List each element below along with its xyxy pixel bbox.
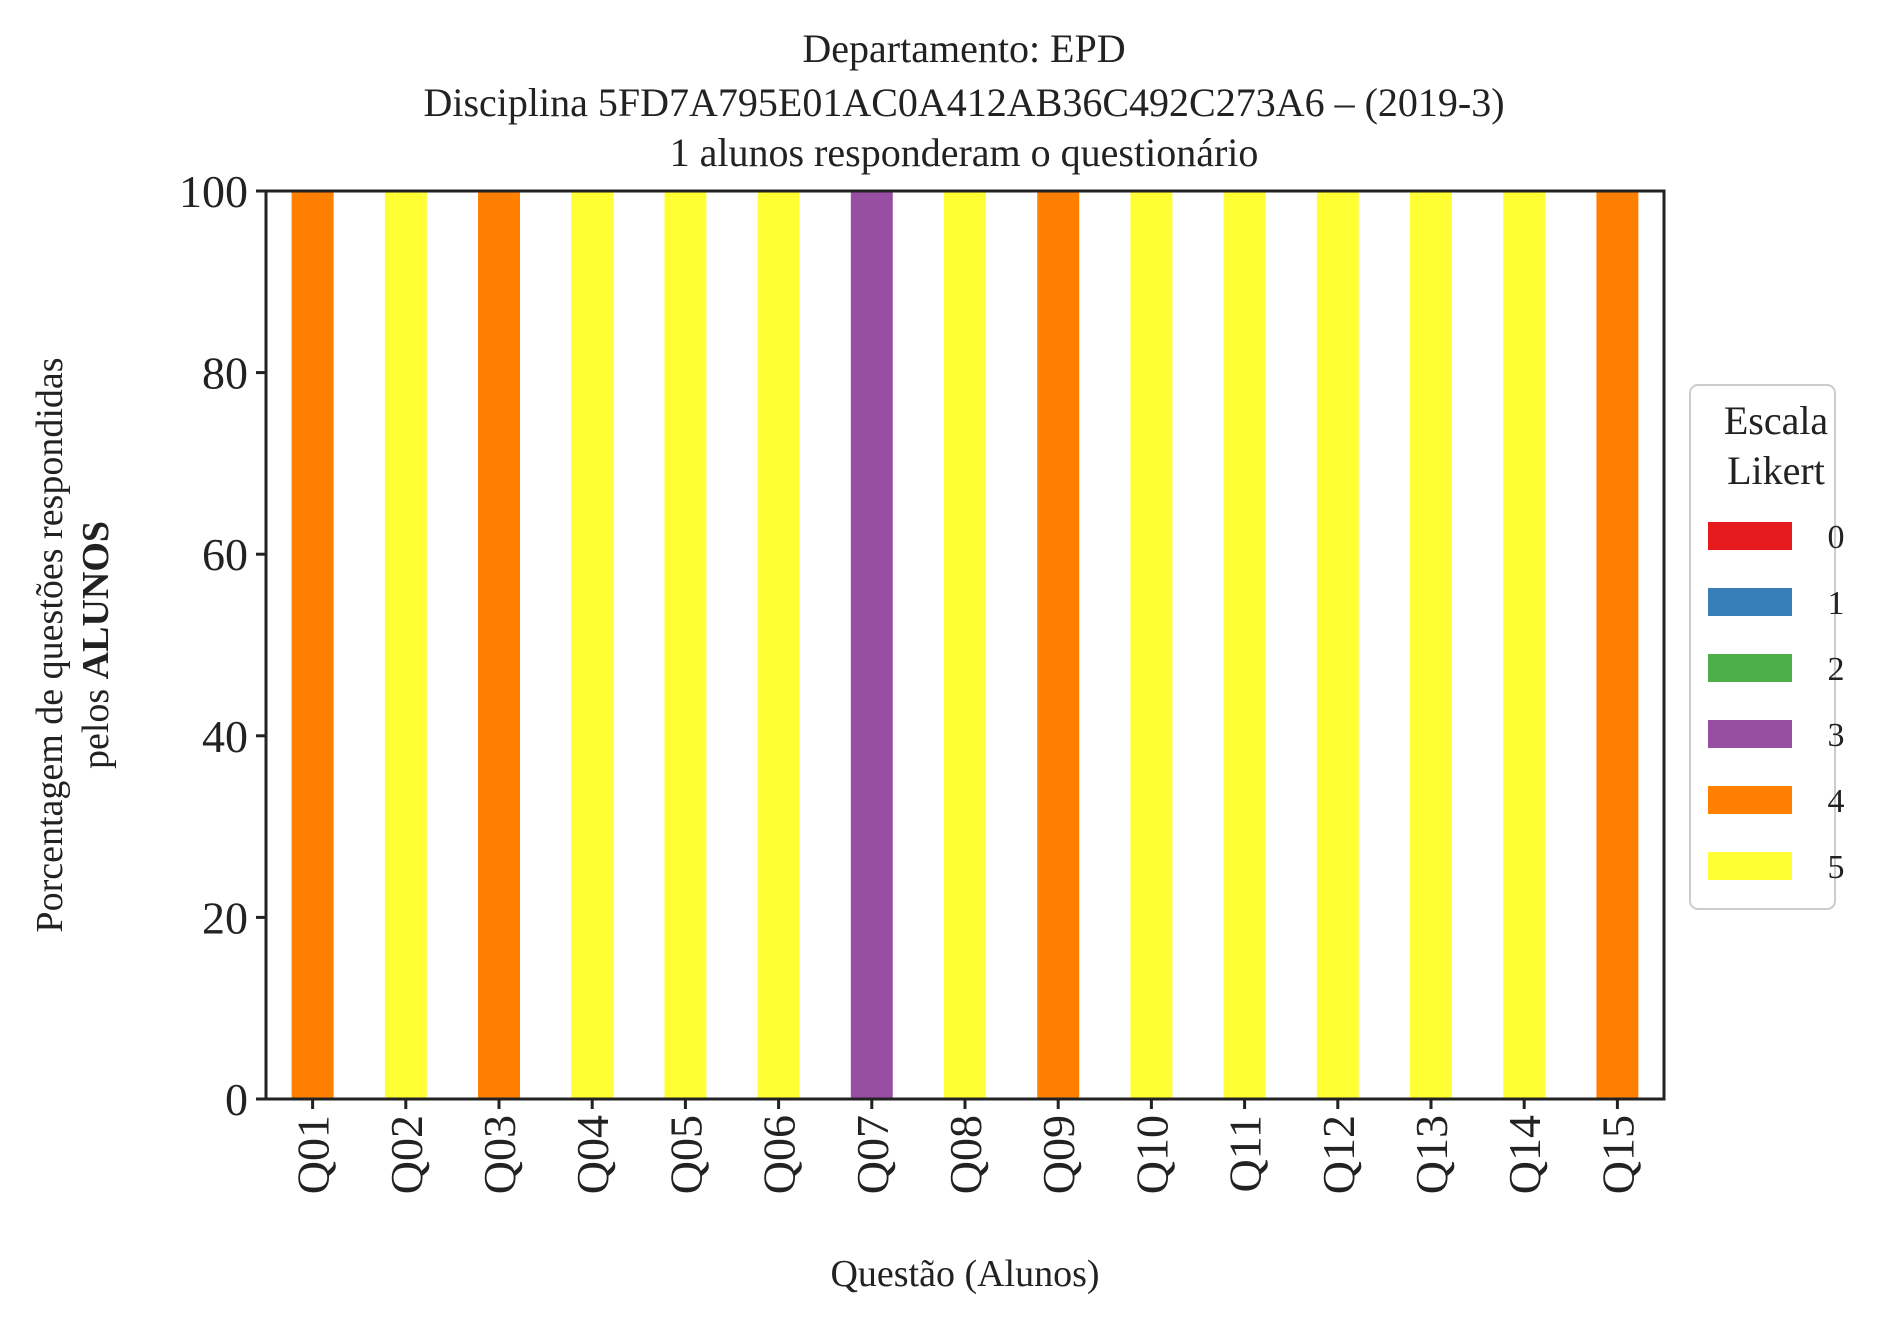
x-tick-label-q15: Q15 (1592, 1115, 1643, 1194)
legend-box (1689, 384, 1836, 910)
bar-q14-scale-5 (1503, 191, 1546, 1099)
legend-title-line-1: Escala (1724, 398, 1829, 443)
plot-area-frame (264, 189, 1666, 1101)
bar-q07-scale-3 (850, 191, 893, 1099)
chart-title-line-2: Disciplina 5FD7A795E01AC0A412AB36C492C27… (423, 80, 1504, 125)
x-tick-label-q09: Q09 (1033, 1115, 1084, 1194)
y-tick-label-20: 20 (202, 892, 248, 943)
y-tick-label-80: 80 (202, 348, 248, 399)
y-tick-label-0: 0 (225, 1074, 248, 1125)
x-axis-label: Questão (Alunos) (830, 1253, 1099, 1295)
x-tick-label-q05: Q05 (660, 1115, 711, 1194)
bar-q01-scale-4 (291, 191, 334, 1099)
x-tick-label-q02: Q02 (381, 1115, 432, 1194)
legend-label-3: 3 (1828, 717, 1845, 754)
y-axis-label-line-1: Porcentagem de questões respondidas (29, 357, 71, 932)
x-tick-label-q13: Q13 (1406, 1115, 1457, 1194)
x-tick-label-q08: Q08 (940, 1115, 991, 1194)
bar-q13-scale-5 (1410, 191, 1452, 1099)
x-tick-label-q14: Q14 (1499, 1115, 1550, 1194)
bar-q12-scale-5 (1316, 191, 1359, 1099)
y-tick-label-40: 40 (202, 711, 248, 762)
legend-items: 0 1 2 3 4 5 (1708, 519, 1845, 886)
legend-swatch-2 (1708, 654, 1792, 682)
legend-swatch-4 (1708, 786, 1792, 814)
bar-q03-scale-4 (478, 191, 520, 1099)
legend-label-1: 1 (1828, 585, 1845, 622)
legend: Escala Likert 0 1 2 3 4 5 (1689, 384, 1845, 910)
legend-label-4: 4 (1828, 783, 1845, 820)
legend-swatch-1 (1708, 588, 1792, 616)
bar-q10-scale-5 (1130, 191, 1173, 1099)
y-axis-label-bold: ALUNOS (75, 521, 117, 679)
y-tick-label-100: 100 (179, 166, 248, 217)
x-tick-label-q07: Q07 (847, 1115, 898, 1194)
y-axis-label-line-2: pelos ALUNOS (75, 521, 117, 769)
bar-q02-scale-5 (384, 191, 427, 1099)
legend-label-0: 0 (1828, 519, 1845, 556)
bars-layer (291, 191, 1639, 1099)
bar-q08-scale-5 (944, 191, 986, 1099)
x-tick-label-q10: Q10 (1126, 1115, 1177, 1194)
bar-q05-scale-5 (664, 191, 707, 1099)
bar-q15-scale-4 (1596, 191, 1639, 1099)
legend-swatch-5 (1708, 852, 1792, 880)
y-axis-label-prefix: pelos (75, 679, 117, 769)
legend-title-line-2: Likert (1727, 448, 1825, 493)
x-tick-label-q01: Q01 (288, 1115, 339, 1194)
x-tick-label-q12: Q12 (1313, 1115, 1364, 1194)
chart-title: Departamento: EPD Disciplina 5FD7A795E01… (423, 26, 1504, 175)
legend-swatch-0 (1708, 522, 1792, 550)
x-tick-label-q03: Q03 (474, 1115, 525, 1194)
x-tick-label-q11: Q11 (1220, 1115, 1271, 1193)
y-axis-label: Porcentagem de questões respondidas pelo… (29, 357, 117, 932)
x-tick-label-q04: Q04 (567, 1115, 618, 1194)
bar-q04-scale-5 (571, 191, 614, 1099)
chart-title-line-1: Departamento: EPD (802, 26, 1125, 71)
bar-q11-scale-5 (1223, 191, 1266, 1099)
y-tick-label-60: 60 (202, 529, 248, 580)
x-tick-label-q06: Q06 (754, 1115, 805, 1194)
legend-swatch-3 (1708, 720, 1792, 748)
legend-label-5: 5 (1828, 849, 1845, 886)
chart-title-line-3: 1 alunos responderam o questionário (670, 130, 1259, 175)
bar-q09-scale-4 (1037, 191, 1080, 1099)
bar-q06-scale-5 (757, 191, 800, 1099)
x-axis-ticks: Q01 Q02 Q03 Q04 Q05 Q06 Q07 Q08 Q09 Q10 Q11 Q12 Q13 Q… (288, 1099, 1643, 1194)
y-axis-ticks: 0 20 40 60 80 100 (179, 166, 266, 1125)
legend-label-2: 2 (1828, 651, 1845, 688)
